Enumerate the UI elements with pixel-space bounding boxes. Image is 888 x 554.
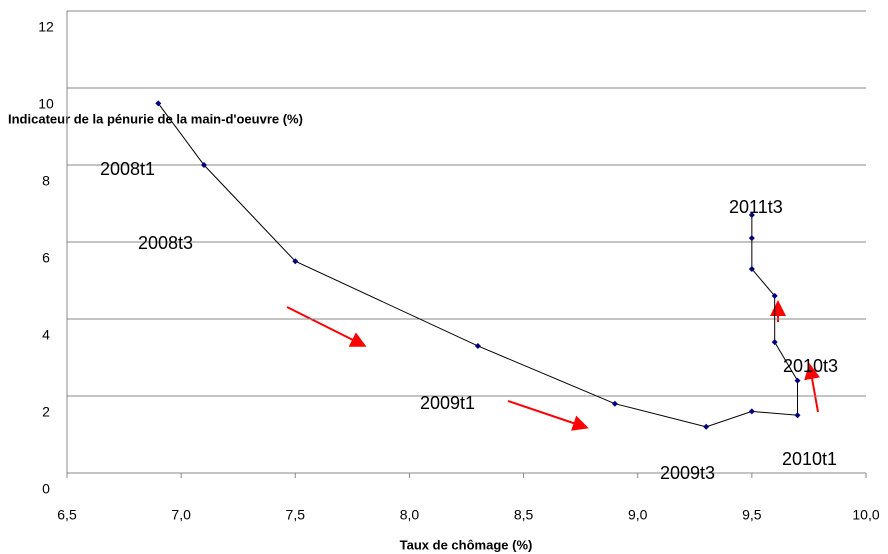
x-tick-label: 8,0	[400, 507, 420, 523]
marker	[748, 235, 755, 242]
annotation: 2008t3	[138, 233, 193, 253]
marker	[771, 292, 778, 299]
marker	[794, 377, 801, 384]
x-tick-label: 7,5	[286, 507, 306, 523]
arrow	[507, 400, 589, 431]
annotation: 2009t1	[420, 393, 475, 413]
arrow	[286, 306, 367, 347]
y-tick-label: 12	[38, 19, 54, 35]
x-tick-label: 7,0	[171, 507, 191, 523]
y-tick-label: 2	[42, 404, 50, 420]
x-tick-label: 9,0	[628, 507, 648, 523]
y-tick-label: 6	[42, 250, 50, 266]
marker	[611, 400, 618, 407]
y-tick-label: 0	[42, 481, 50, 497]
x-tick-label: 10,0	[852, 507, 879, 523]
y-axis-label: Indicateur de la pénurie de la main-d'oe…	[8, 111, 303, 126]
marker	[748, 212, 755, 219]
marker	[794, 412, 801, 419]
annotation: 2010t3	[783, 356, 838, 376]
arrow	[804, 363, 820, 413]
marker	[748, 408, 755, 415]
annotation: 2010t1	[782, 449, 837, 469]
y-tick-label: 8	[42, 173, 50, 189]
marker	[474, 342, 481, 349]
annotation: 2008t1	[100, 159, 155, 179]
marker	[771, 339, 778, 346]
annotation: 2009t3	[660, 463, 715, 483]
series-line	[157, 103, 799, 428]
marker	[703, 423, 710, 430]
annotation: 2011t3	[729, 197, 783, 217]
marker	[155, 100, 162, 107]
marker	[748, 265, 755, 272]
trend-arrows	[286, 300, 820, 431]
y-tick-label: 10	[38, 96, 54, 112]
x-tick-label: 8,5	[514, 507, 534, 523]
y-tick-label: 4	[42, 327, 50, 343]
marker	[292, 258, 299, 265]
x-tick-label: 9,5	[742, 507, 762, 523]
x-axis-label: Taux de chômage (%)	[400, 537, 533, 552]
marker	[200, 162, 207, 168]
x-tick-label: 6,5	[57, 507, 77, 523]
